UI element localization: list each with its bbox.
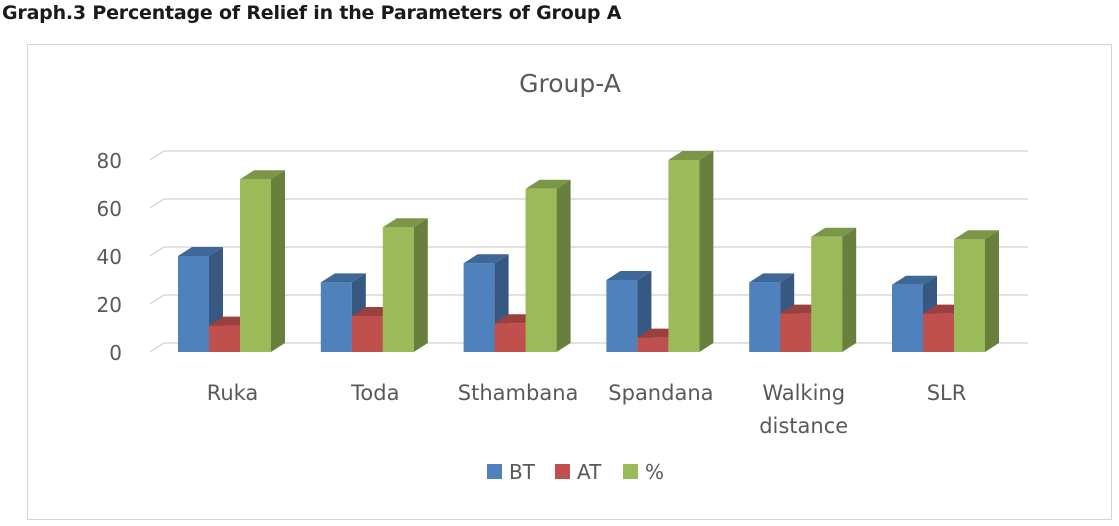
legend-label: AT <box>577 460 602 484</box>
y-tick-label: 0 <box>109 341 122 365</box>
y-tick-label: 80 <box>97 149 122 173</box>
gridline-side <box>149 246 165 257</box>
y-tick-label: 20 <box>97 293 122 317</box>
bar-top <box>749 273 795 283</box>
bar-front <box>606 280 638 352</box>
bar-top <box>668 151 714 160</box>
bar-top <box>954 230 999 240</box>
legend: BT AT% <box>487 460 664 484</box>
y-tick-label: 40 <box>97 245 122 269</box>
bar <box>606 271 652 352</box>
bar-front <box>892 284 923 352</box>
x-tick-label: Toda <box>350 381 399 405</box>
x-tick-label: Walking distance <box>759 381 848 438</box>
bar-top <box>606 271 652 280</box>
bar-front <box>351 316 383 352</box>
gridline-side <box>149 198 165 209</box>
bar-side <box>556 179 571 352</box>
legend-swatch <box>555 464 570 479</box>
bar-top <box>463 254 509 264</box>
gridline-side <box>149 150 165 161</box>
bar-top <box>320 273 366 283</box>
x-tick-label: Ruka <box>207 381 259 405</box>
bar-top <box>525 179 571 189</box>
axis-labels: 0 20 40 60 80 Ruka Toda Sthambana Spandana Walkin… <box>97 149 967 438</box>
legend-label: BT <box>509 460 536 484</box>
bar-front <box>209 325 240 352</box>
chart-title: Group-A <box>519 69 621 98</box>
bar-front <box>463 263 495 352</box>
legend-entry: % <box>623 460 664 484</box>
bar-front <box>320 282 352 352</box>
x-tick-label: SLR <box>927 381 967 405</box>
bar-top <box>240 170 285 180</box>
legend-entry: BT <box>487 460 536 484</box>
y-tick-label: 60 <box>97 197 122 221</box>
bar-side <box>271 170 285 352</box>
bar-front <box>668 160 700 352</box>
bar-front <box>749 282 781 352</box>
bar <box>463 254 509 352</box>
legend-swatch <box>487 464 502 479</box>
bar <box>240 170 285 352</box>
bar <box>382 218 428 352</box>
bar-front <box>525 188 557 352</box>
legend-label: % <box>645 460 664 484</box>
bar-front <box>178 256 209 352</box>
figure-caption: Graph.3 Percentage of Relief in the Para… <box>2 2 622 24</box>
bar-front <box>382 227 414 352</box>
gridline-side <box>149 342 165 353</box>
bar <box>954 230 999 352</box>
bar-front <box>954 239 985 352</box>
bar-side <box>699 151 714 352</box>
bar-front <box>494 323 526 352</box>
bar-front <box>240 179 271 352</box>
legend-swatch <box>623 464 638 479</box>
bar-front <box>637 337 669 352</box>
bar-front <box>923 313 954 352</box>
x-tick-label: Sthambana <box>458 381 579 405</box>
bars <box>178 151 999 352</box>
bar-side <box>413 218 428 352</box>
bar-top <box>178 247 223 256</box>
bar-front <box>811 236 843 352</box>
bar-top <box>811 227 857 237</box>
gridlines <box>149 150 1028 353</box>
bar-side <box>985 230 999 352</box>
bar-front <box>780 313 812 352</box>
bar <box>811 227 857 352</box>
gridline-side <box>149 294 165 305</box>
bar-top <box>382 218 428 228</box>
x-tick-label: Spandana <box>608 381 713 405</box>
bar-side <box>842 227 857 352</box>
bar <box>668 151 714 352</box>
bar <box>525 179 571 352</box>
legend-entry: AT <box>555 460 602 484</box>
bar-top <box>892 275 937 285</box>
